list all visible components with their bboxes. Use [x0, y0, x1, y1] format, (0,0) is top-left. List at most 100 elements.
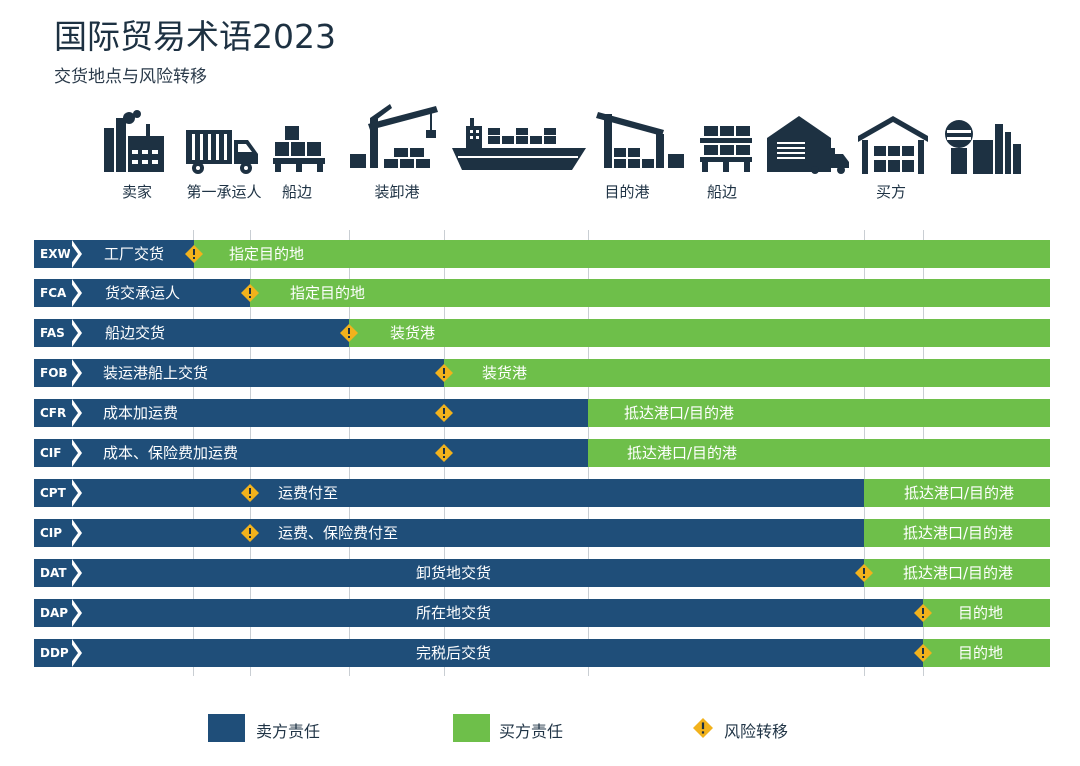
stage-label-loading-port: 装卸港 [374, 183, 420, 201]
seller-bar [34, 519, 864, 547]
risk-transfer-icon [241, 524, 259, 542]
buyer-label: 目的地 [958, 604, 1004, 622]
seller-label: 卸货地交货 [416, 564, 492, 582]
seller-label: 货交承运人 [105, 284, 181, 302]
page-title: 国际贸易术语2023 [54, 17, 336, 56]
term-row-ddp: DDP 完税后交货 目的地 [34, 639, 1050, 667]
buyer-label: 装货港 [390, 324, 436, 342]
risk-transfer-icon [855, 564, 873, 582]
seller-bar [34, 559, 864, 587]
seller-label: 成本、保险费加运费 [103, 444, 239, 462]
term-row-exw: EXW 工厂交货 指定目的地 [34, 240, 1050, 268]
buyer-bar [923, 599, 1050, 627]
seller-label: 装运港船上交货 [103, 364, 209, 382]
term-row-cip: CIP 运费、保险费付至 抵达港口/目的港 [34, 519, 1050, 547]
chevron [70, 602, 78, 624]
port-crane-icon [350, 104, 438, 168]
stage-label-first-carrier: 第一承运人 [186, 183, 262, 201]
seller-label: 工厂交货 [104, 245, 165, 263]
seller-bar [34, 639, 923, 667]
seller-bar [34, 359, 444, 387]
seller-bar [34, 439, 588, 467]
risk-transfer-icon [914, 604, 932, 622]
risk-transfer-icon [435, 444, 453, 462]
legend-risk-label: 风险转移 [724, 722, 789, 741]
chevron [70, 442, 78, 464]
buyer-label: 抵达港口/目的港 [903, 564, 1014, 582]
page-subtitle: 交货地点与风险转移 [54, 67, 207, 87]
legend-seller-label: 卖方责任 [256, 722, 321, 741]
warehouse-icon [858, 116, 928, 174]
cargo-boxes-icon [273, 126, 325, 172]
seller-label: 运费、保险费付至 [278, 524, 399, 542]
risk-transfer-icon [241, 284, 259, 302]
chevron [70, 642, 78, 664]
seller-label: 所在地交货 [416, 604, 492, 622]
seller-bar [34, 319, 349, 347]
risk-transfer-icon [185, 245, 203, 263]
term-code: DAP [34, 599, 69, 627]
seller-bar [34, 399, 588, 427]
term-code: DAT [34, 559, 67, 587]
buyer-bar [588, 399, 1050, 427]
buyer-label: 装货港 [482, 364, 528, 382]
term-code: FAS [34, 319, 65, 347]
stage-label-ship-side: 船边 [281, 183, 313, 201]
term-row-cpt: CPT 运费付至 抵达港口/目的港 [34, 479, 1050, 507]
cargo-ship-icon [452, 118, 586, 170]
term-code: DDP [34, 639, 69, 667]
buyer-bar [864, 559, 1050, 587]
term-code: CPT [34, 479, 66, 507]
buyer-bar [923, 639, 1050, 667]
term-code: CFR [34, 399, 67, 427]
seller-label: 完税后交货 [416, 644, 492, 662]
buyer-label: 抵达港口/目的港 [904, 484, 1015, 502]
term-code: FCA [34, 279, 67, 307]
port-crane-icon [596, 112, 684, 168]
buyer-label: 抵达港口/目的港 [903, 524, 1014, 542]
cargo-boxes-icon [700, 126, 752, 172]
buyer-bar [864, 519, 1050, 547]
buyer-label: 抵达港口/目的港 [624, 404, 735, 422]
term-row-cfr: CFR 成本加运费 抵达港口/目的港 [34, 399, 1050, 427]
buyer-label: 指定目的地 [290, 284, 366, 302]
warehouse-truck-icon [767, 116, 849, 174]
term-code: CIF [34, 439, 62, 467]
buyer-label: 指定目的地 [229, 245, 305, 263]
buyer-label: 目的地 [958, 644, 1004, 662]
term-code: FOB [34, 359, 68, 387]
buyer-bar [864, 479, 1050, 507]
factory-icon [104, 110, 164, 172]
chevron [70, 243, 78, 265]
stage-label-destination-port: 目的港 [604, 183, 650, 201]
chevron [70, 562, 78, 584]
seller-bar [34, 479, 864, 507]
seller-label: 成本加运费 [103, 404, 179, 422]
risk-transfer-icon [241, 484, 259, 502]
term-row-fas: FAS 船边交货 装货港 [34, 319, 1050, 347]
truck-icon [186, 130, 258, 174]
legend-buyer-label: 买方责任 [499, 722, 564, 741]
buyer-bar [194, 240, 1050, 268]
chevron [70, 402, 78, 424]
chevron [70, 362, 78, 384]
risk-transfer-icon [914, 644, 932, 662]
seller-label: 船边交货 [105, 324, 166, 342]
buyer-label: 抵达港口/目的港 [627, 444, 738, 462]
legend-seller-swatch [208, 714, 245, 742]
seller-bar [34, 599, 923, 627]
legend-risk-icon [693, 718, 713, 738]
stage-label-buyer: 买方 [875, 183, 907, 201]
risk-transfer-icon [435, 404, 453, 422]
seller-label: 运费付至 [278, 484, 339, 502]
stage-label-seller: 卖家 [121, 183, 153, 201]
term-row-fob: FOB 装运港船上交货 装货港 [34, 359, 1050, 387]
risk-transfer-icon [435, 364, 453, 382]
chevron [70, 522, 78, 544]
buyer-bar [444, 359, 1050, 387]
term-row-cif: CIF 成本、保险费加运费 抵达港口/目的港 [34, 439, 1050, 467]
stage-label-ship-side-2: 船边 [706, 183, 738, 201]
factory-icon [945, 120, 1021, 174]
chevron [70, 482, 78, 504]
term-row-dap: DAP 所在地交货 目的地 [34, 599, 1050, 627]
